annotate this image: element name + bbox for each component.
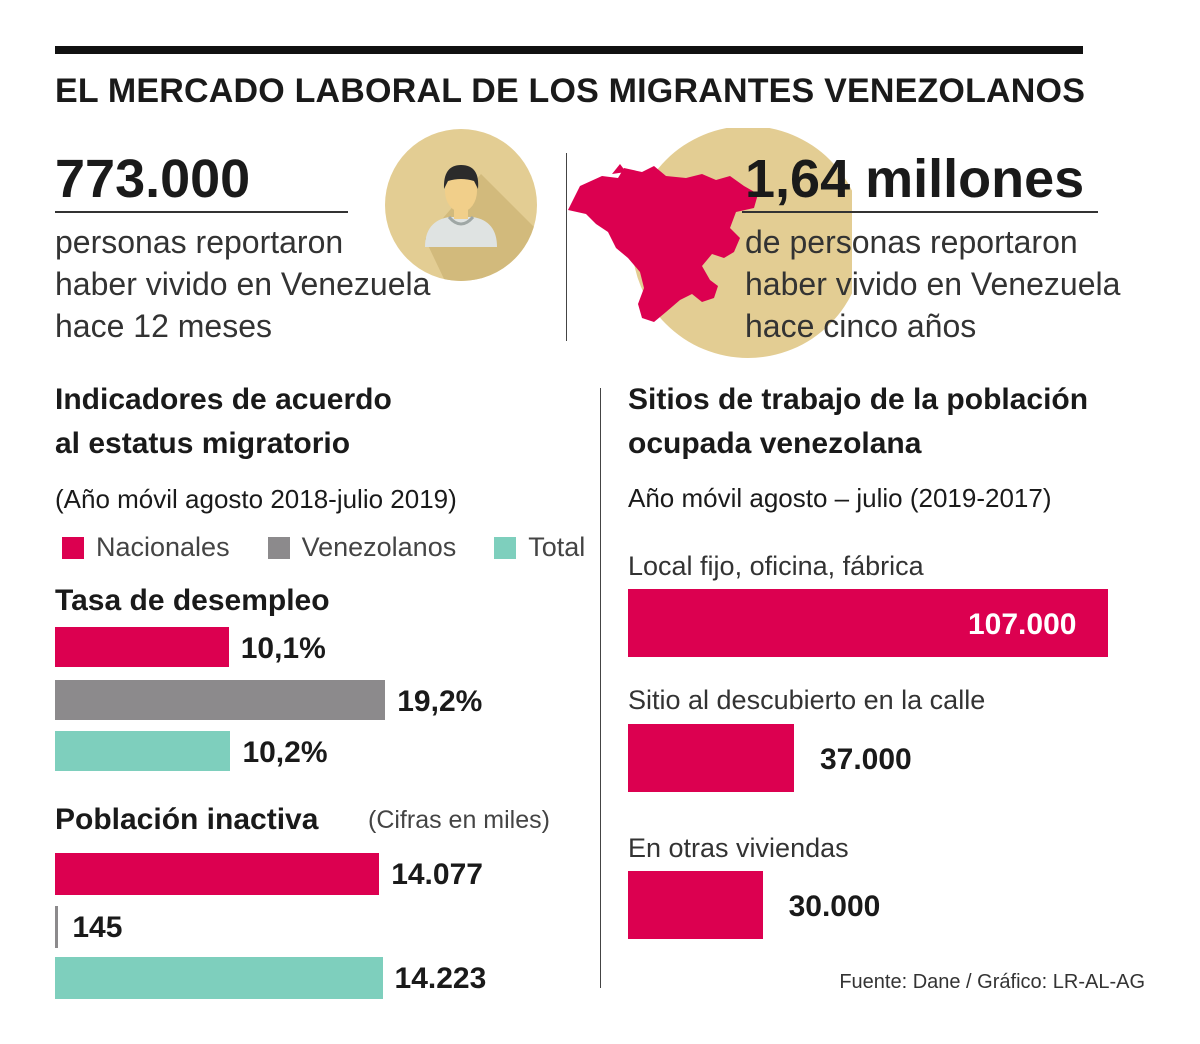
unemployment-value-label: 19,2% [397, 685, 483, 718]
stat-left-number: 773.000 [55, 149, 251, 209]
inactive-value-label: 14.077 [391, 858, 483, 891]
stat-left-line: hace 12 meses [55, 308, 273, 344]
unemployment-value-label: 10,1% [240, 632, 326, 665]
unemployment-value-label: 10,2% [242, 736, 328, 769]
inactive-value-label: 145 [72, 911, 123, 944]
legend-item-total: Total [494, 532, 585, 563]
unemployment-bar [55, 731, 231, 771]
workplace-bar [628, 724, 794, 792]
panel-divider [600, 388, 601, 988]
workplace-bar [628, 589, 1108, 657]
stat-divider [566, 153, 567, 341]
workplace-value-label: 30.000 [788, 890, 881, 923]
stat-right-description: de personas reportaron haber vivido en V… [745, 221, 1165, 347]
legend: Nacionales Venezolanos Total [62, 532, 623, 563]
legend-label: Venezolanos [301, 532, 457, 562]
inactive-value-label: 14.223 [394, 962, 487, 995]
workplace-value-label: 107.000 [968, 608, 1077, 641]
stat-right-line: de personas reportaron [745, 224, 1078, 260]
legend-label: Nacionales [96, 532, 230, 562]
legend-swatch [267, 536, 290, 559]
left-heading-line: Indicadores de acuerdo [55, 383, 392, 416]
left-heading-line: al estatus migratorio [55, 427, 351, 460]
left-panel-subtitle: (Año móvil agosto 2018-julio 2019) [55, 484, 457, 514]
stat-left-rule [55, 211, 348, 213]
unemployment-bar [55, 680, 386, 720]
stat-right-rule [742, 211, 1098, 213]
page-title: EL MERCADO LABORAL DE LOS MIGRANTES VENE… [55, 72, 1086, 110]
stat-left-line: haber vivido en Venezuela [55, 266, 431, 302]
stat-left-description: personas reportaron haber vivido en Vene… [55, 221, 475, 347]
workplace-category-label: Local fijo, oficina, fábrica [628, 551, 924, 581]
legend-label: Total [528, 532, 586, 562]
unemployment-chart-title: Tasa de desempleo [55, 584, 330, 617]
right-panel-heading: Sitios de trabajo de la población ocupad… [628, 378, 1088, 466]
venezuela-map-icon [568, 128, 852, 358]
legend-item-venezolanos: Venezolanos [267, 532, 457, 563]
unemployment-bar [55, 627, 229, 667]
right-heading-line: Sitios de trabajo de la población [628, 383, 1089, 416]
legend-swatch [494, 536, 517, 559]
workplace-category-label: En otras viviendas [628, 833, 849, 863]
stat-left-line: personas reportaron [55, 224, 344, 260]
legend-swatch [62, 536, 84, 559]
inactive-bar [55, 957, 383, 999]
right-heading-line: ocupada venezolana [628, 427, 922, 460]
workplace-value-label: 37.000 [819, 743, 912, 776]
inactive-chart-title: Población inactiva [55, 803, 319, 836]
inactive-bar [55, 906, 59, 948]
left-panel-heading: Indicadores de acuerdo al estatus migrat… [55, 378, 392, 466]
stat-right-line: hace cinco años [745, 308, 977, 344]
workplace-category-label: Sitio al descubierto en la calle [628, 685, 986, 715]
stat-right-line: haber vivido en Venezuela [745, 266, 1121, 302]
top-rule [55, 46, 1083, 54]
stat-right-number: 1,64 millones [745, 149, 1085, 209]
workplace-bar [628, 871, 763, 939]
source-credit: Fuente: Dane / Gráfico: LR-AL-AG [839, 971, 1145, 993]
inactive-bar [55, 853, 380, 895]
inactive-chart-note: (Cifras en miles) [368, 806, 550, 834]
right-panel-subtitle: Año móvil agosto – julio (2019-2017) [628, 483, 1052, 513]
person-icon [385, 129, 537, 281]
legend-item-nacionales: Nacionales [62, 532, 230, 563]
